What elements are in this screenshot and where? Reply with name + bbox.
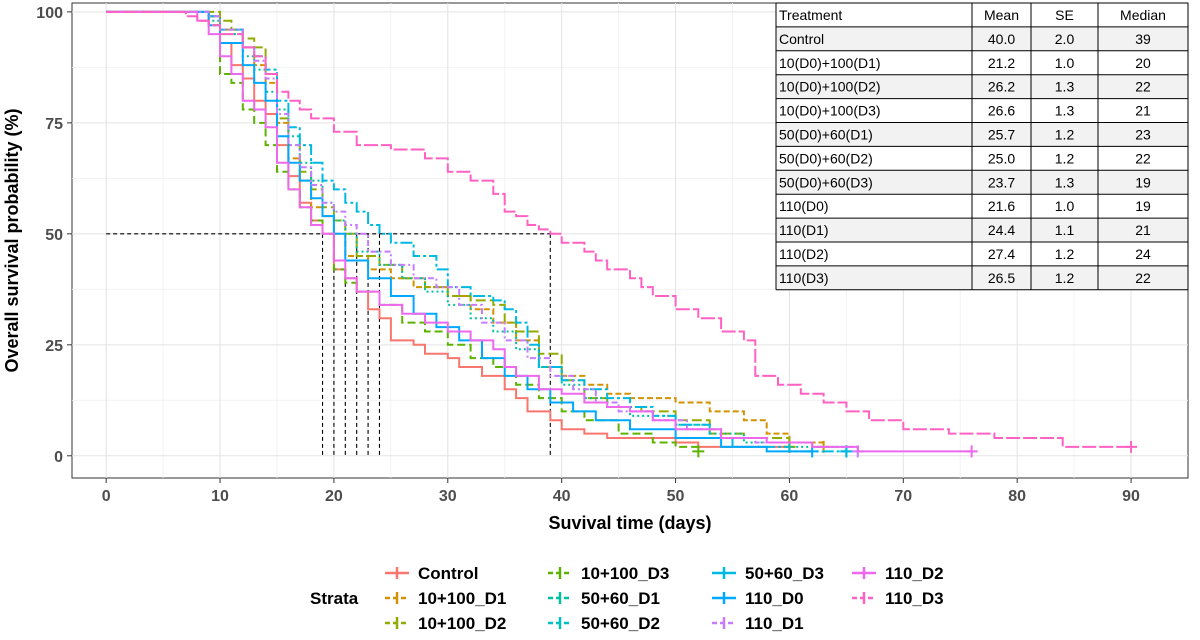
table-cell: 1.2 <box>1055 127 1075 143</box>
x-tick-label: 0 <box>102 488 111 505</box>
table-cell: 2.0 <box>1055 31 1075 47</box>
table-row-shade <box>776 265 1188 290</box>
legend-label: 110_D3 <box>885 589 944 608</box>
x-tick-label: 90 <box>1122 488 1140 505</box>
x-tick-label: 30 <box>439 488 457 505</box>
table-cell: 27.4 <box>988 246 1015 262</box>
survival-curve-110-d2 <box>106 10 972 453</box>
table-cell: 19 <box>1135 174 1151 190</box>
table-cell: 22 <box>1135 270 1151 286</box>
table-row-shade <box>776 122 1188 147</box>
table-cell: 21 <box>1135 222 1151 238</box>
table-cell: 25.7 <box>988 127 1015 143</box>
table-cell: 110(D1) <box>779 222 829 238</box>
table-cell: 24 <box>1135 246 1151 262</box>
y-tick-label: 100 <box>36 5 63 22</box>
table-cell: 40.0 <box>988 31 1015 47</box>
table-cell: 1.1 <box>1055 222 1075 238</box>
table-cell: 110(D2) <box>779 246 829 262</box>
table-cell: 21.2 <box>988 55 1015 71</box>
axes: 0 10 20 30 40 50 60 70 80 90 0 25 50 75 100 Suvival tim… <box>2 5 1140 533</box>
legend-label: 10+100_D2 <box>418 614 506 633</box>
table-cell: 110(D0) <box>779 198 829 214</box>
censor-mark <box>692 445 705 458</box>
table-row-shade <box>776 218 1188 242</box>
table-row-shade <box>776 26 1188 51</box>
table-cell: 26.2 <box>988 79 1015 95</box>
table-cell: 50(D0)+60(D3) <box>779 174 873 190</box>
table-cell: 10(D0)+100(D2) <box>779 79 881 95</box>
x-tick-label: 60 <box>781 488 799 505</box>
survival-curves <box>106 10 1138 458</box>
x-tick-label: 10 <box>211 488 229 505</box>
table-header-cell: Mean <box>984 7 1019 23</box>
legend-label: 10+100_D1 <box>418 589 506 608</box>
x-axis-title: Suvival time (days) <box>548 513 711 533</box>
table-cell: 24.4 <box>988 222 1015 238</box>
x-tick-label: 50 <box>667 488 685 505</box>
table-cell: 19 <box>1135 198 1151 214</box>
table-cell: 22 <box>1135 150 1151 166</box>
table-cell: 1.2 <box>1055 246 1075 262</box>
table-row-shade <box>776 170 1188 195</box>
legend-label: 50+60_D2 <box>581 614 660 633</box>
y-tick-label: 25 <box>45 338 63 355</box>
y-tick-label: 0 <box>54 449 63 466</box>
table-cell: 1.0 <box>1055 55 1075 71</box>
table-header-cell: Treatment <box>779 7 842 23</box>
y-axis-title: Overall survival probability (%) <box>2 108 22 372</box>
survival-curve-110-d3 <box>106 10 1132 448</box>
legend-label: Control <box>418 564 478 583</box>
table-cell: 50(D0)+60(D2) <box>779 150 873 166</box>
table-cell: 26.5 <box>988 270 1015 286</box>
x-tick-label: 20 <box>325 488 343 505</box>
table-cell: 10(D0)+100(D3) <box>779 103 881 119</box>
x-tick-label: 70 <box>894 488 912 505</box>
table-cell: 110(D3) <box>779 270 829 286</box>
table-cell: 23.7 <box>988 174 1015 190</box>
summary-table: Treatment Mean SE Median Control 40.0 2.0 39 10(… <box>775 2 1189 291</box>
table-cell: 26.6 <box>988 103 1015 119</box>
table-cell: 1.3 <box>1055 174 1075 190</box>
legend-label: 110_D0 <box>745 589 804 608</box>
table-cell: 21 <box>1135 103 1151 119</box>
x-tick-label: 40 <box>553 488 571 505</box>
legend-label: 10+100_D3 <box>581 564 669 583</box>
survival-curve-50-60-d2 <box>106 10 847 453</box>
table-cell: 22 <box>1135 79 1151 95</box>
table-cell: 1.3 <box>1055 103 1075 119</box>
table-cell: 39 <box>1135 31 1151 47</box>
censor-mark <box>1125 440 1138 453</box>
legend-label: 110_D2 <box>885 564 944 583</box>
legend-label: 50+60_D3 <box>745 564 824 583</box>
table-cell: 1.2 <box>1055 150 1075 166</box>
x-tick-label: 80 <box>1008 488 1026 505</box>
table-cell: 25.0 <box>988 150 1015 166</box>
legend-label: 50+60_D1 <box>581 589 660 608</box>
table-cell: 20 <box>1135 55 1151 71</box>
legend: Strata Control 10+100_D1 10+100_D2 10+100_D3… <box>310 564 944 633</box>
table-header-cell: SE <box>1055 7 1074 23</box>
y-tick-label: 75 <box>45 116 63 133</box>
table-cell: 23 <box>1135 127 1151 143</box>
table-cell: 1.3 <box>1055 79 1075 95</box>
table-cell: 10(D0)+100(D1) <box>779 55 881 71</box>
table-cell: Control <box>779 31 824 47</box>
table-cell: 21.6 <box>988 198 1015 214</box>
table-cell: 1.0 <box>1055 198 1075 214</box>
survival-curve-control <box>106 10 790 448</box>
survival-curve-110-d0 <box>106 10 813 453</box>
legend-label: 110_D1 <box>745 614 804 633</box>
y-tick-label: 50 <box>45 227 63 244</box>
table-header-cell: Median <box>1120 7 1166 23</box>
table-cell: 1.2 <box>1055 270 1075 286</box>
table-row-shade <box>776 74 1188 99</box>
table-cell: 50(D0)+60(D1) <box>779 127 873 143</box>
legend-title: Strata <box>310 589 359 608</box>
censor-mark <box>965 445 978 458</box>
